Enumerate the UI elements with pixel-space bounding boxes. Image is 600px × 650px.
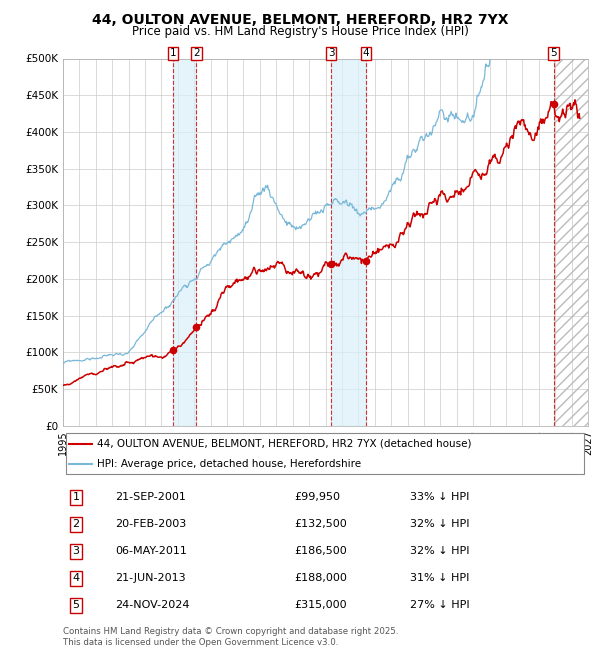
Text: 31% ↓ HPI: 31% ↓ HPI — [409, 573, 469, 583]
Text: 4: 4 — [73, 573, 80, 583]
Text: £99,950: £99,950 — [294, 492, 340, 502]
Text: 21-SEP-2001: 21-SEP-2001 — [115, 492, 187, 502]
Text: £315,000: £315,000 — [294, 600, 347, 610]
Text: HPI: Average price, detached house, Herefordshire: HPI: Average price, detached house, Here… — [97, 459, 361, 469]
Text: £188,000: £188,000 — [294, 573, 347, 583]
Text: 3: 3 — [328, 49, 334, 58]
Bar — [173, 58, 196, 426]
Text: 1: 1 — [170, 49, 176, 58]
Text: 3: 3 — [73, 546, 80, 556]
Text: 20-FEB-2003: 20-FEB-2003 — [115, 519, 187, 529]
Text: Price paid vs. HM Land Registry's House Price Index (HPI): Price paid vs. HM Land Registry's House … — [131, 25, 469, 38]
Bar — [331, 58, 366, 426]
Text: 5: 5 — [73, 600, 80, 610]
Text: 2: 2 — [193, 49, 200, 58]
Text: 21-JUN-2013: 21-JUN-2013 — [115, 573, 186, 583]
Text: 32% ↓ HPI: 32% ↓ HPI — [409, 519, 469, 529]
Text: 2: 2 — [73, 519, 80, 529]
Text: 4: 4 — [363, 49, 370, 58]
Text: 27% ↓ HPI: 27% ↓ HPI — [409, 600, 469, 610]
Text: 5: 5 — [550, 49, 557, 58]
Text: 24-NOV-2024: 24-NOV-2024 — [115, 600, 190, 610]
Text: 44, OULTON AVENUE, BELMONT, HEREFORD, HR2 7YX: 44, OULTON AVENUE, BELMONT, HEREFORD, HR… — [92, 13, 508, 27]
FancyBboxPatch shape — [65, 434, 584, 474]
Text: 32% ↓ HPI: 32% ↓ HPI — [409, 546, 469, 556]
Bar — [554, 58, 588, 426]
Text: £132,500: £132,500 — [294, 519, 347, 529]
Text: Contains HM Land Registry data © Crown copyright and database right 2025.
This d: Contains HM Land Registry data © Crown c… — [63, 627, 398, 647]
Text: 1: 1 — [73, 492, 80, 502]
Text: £186,500: £186,500 — [294, 546, 347, 556]
Text: 06-MAY-2011: 06-MAY-2011 — [115, 546, 187, 556]
Text: 44, OULTON AVENUE, BELMONT, HEREFORD, HR2 7YX (detached house): 44, OULTON AVENUE, BELMONT, HEREFORD, HR… — [97, 439, 472, 448]
Text: 33% ↓ HPI: 33% ↓ HPI — [409, 492, 469, 502]
